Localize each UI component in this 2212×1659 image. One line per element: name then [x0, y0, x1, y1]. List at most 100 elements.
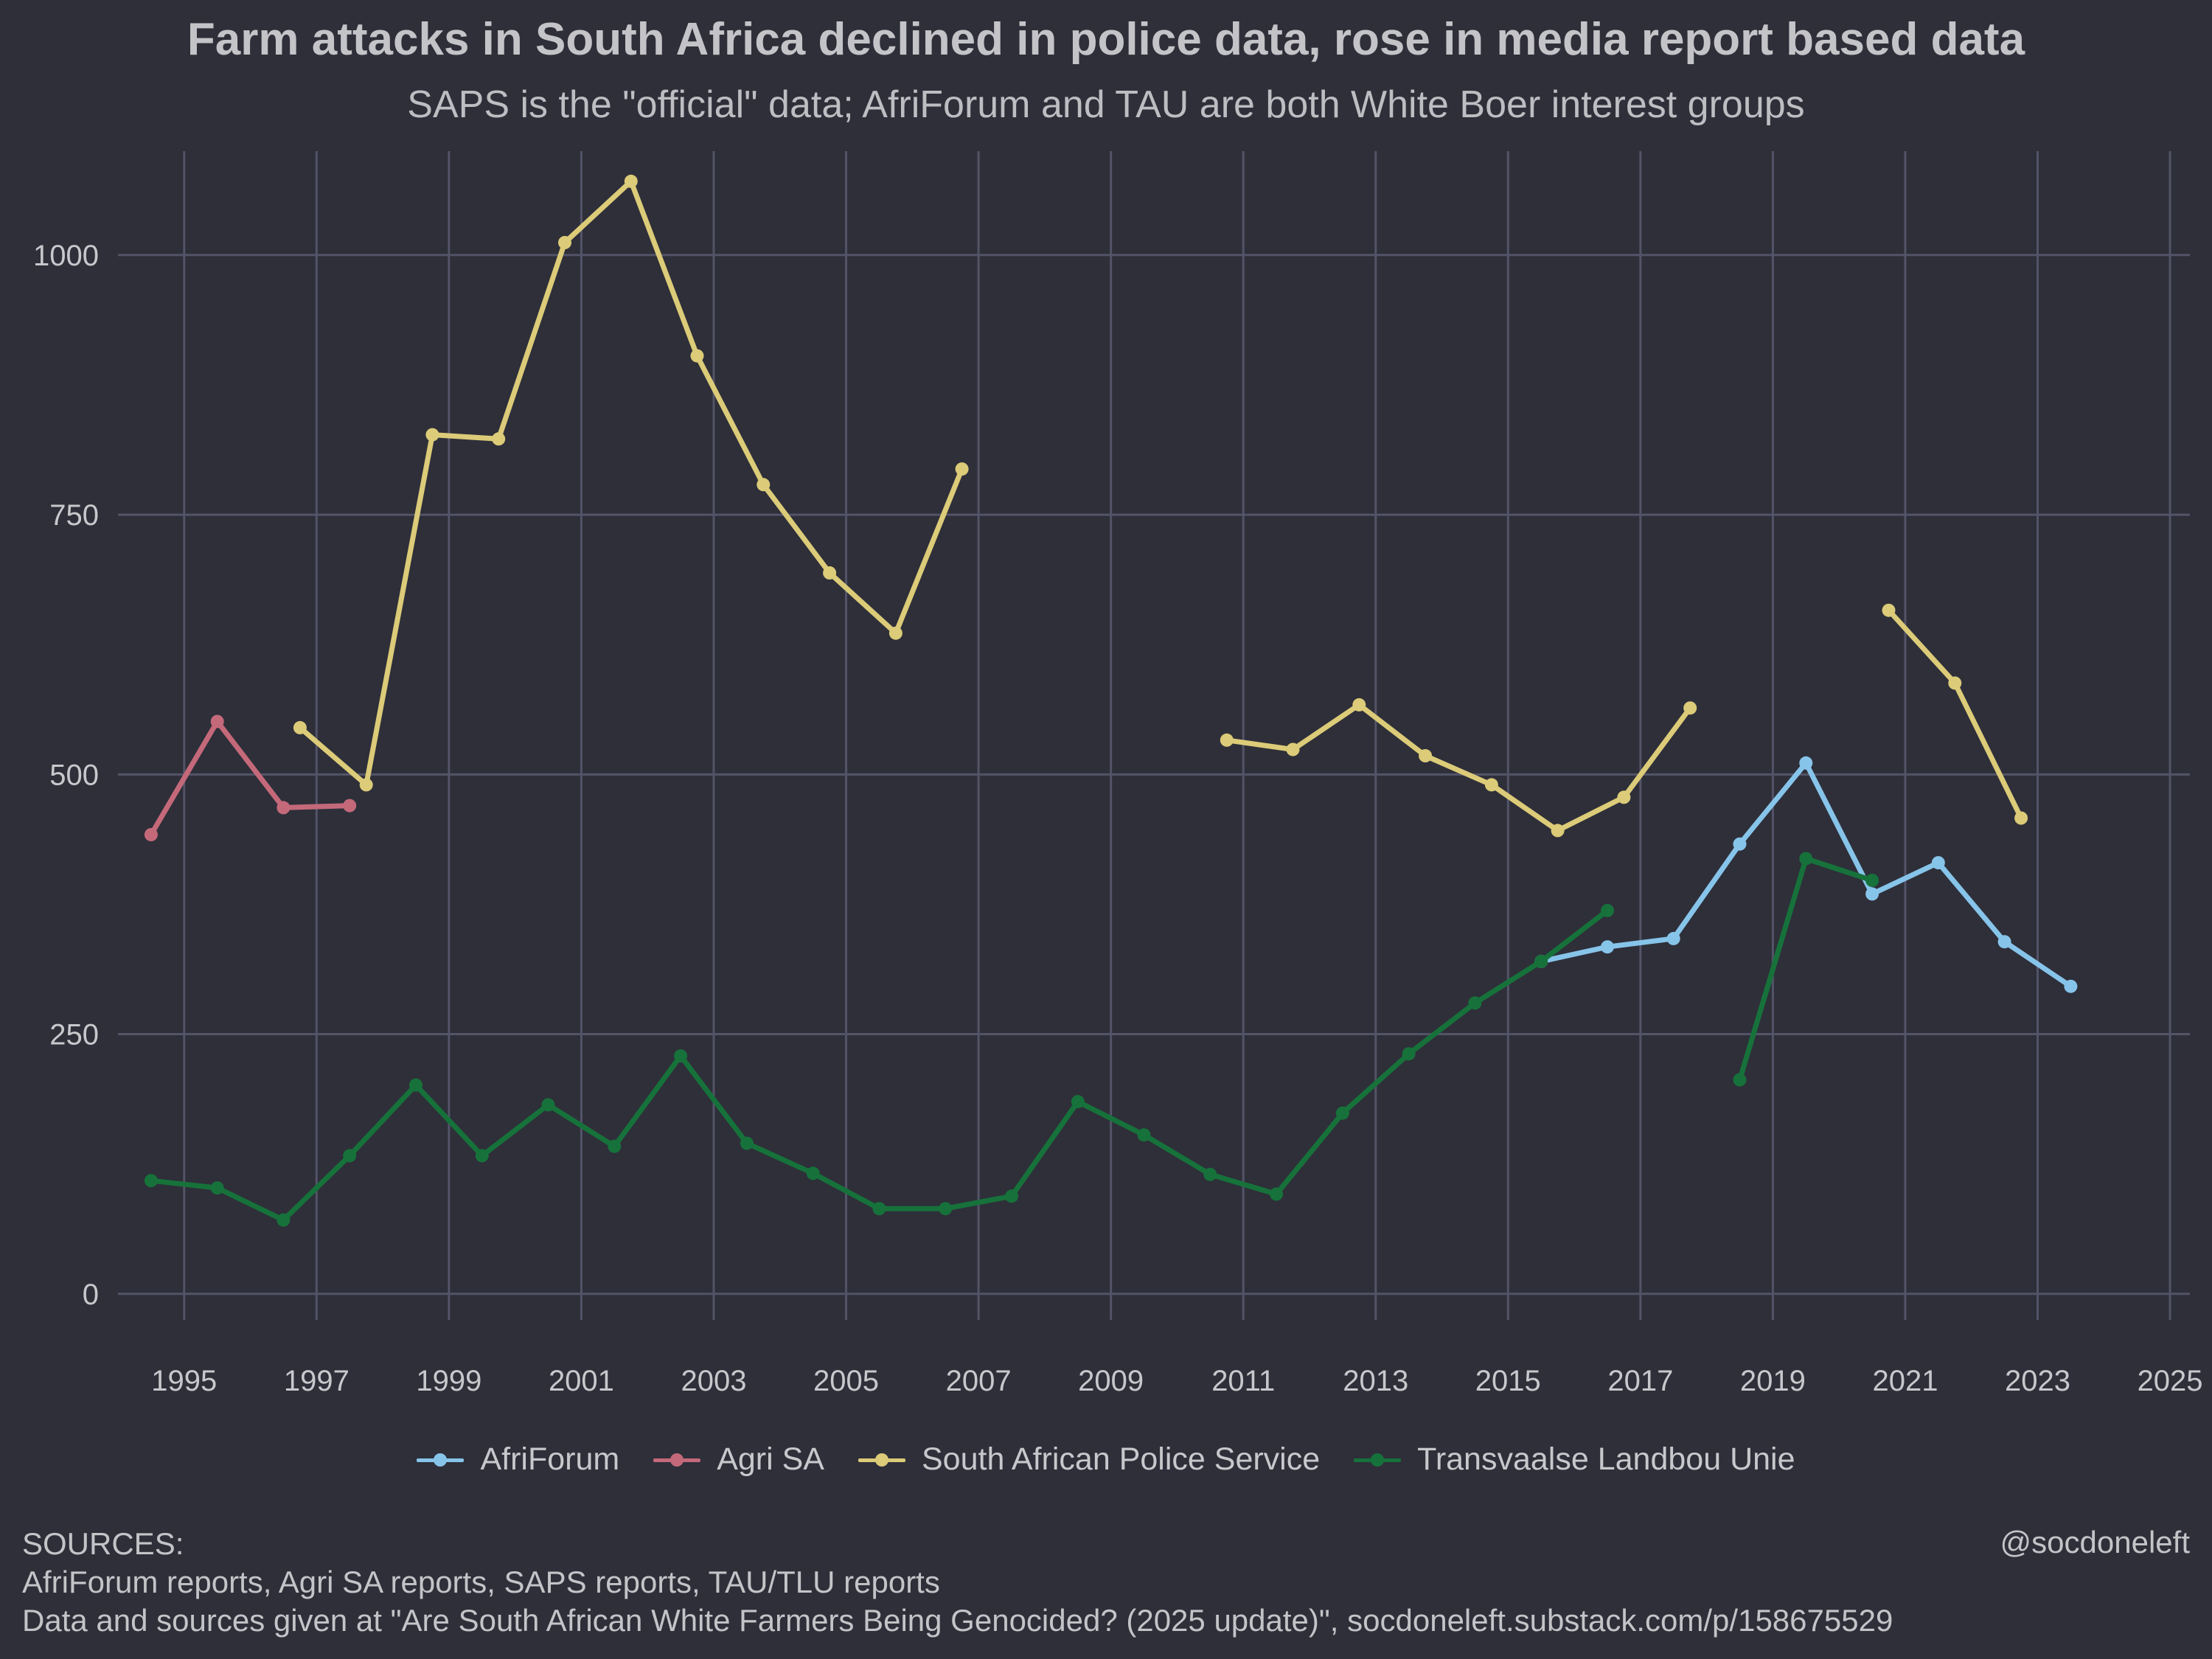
data-point-transvaalse-landbou-unie	[475, 1149, 489, 1163]
data-point-south-african-police-service	[1683, 701, 1697, 715]
data-point-afriforum	[1601, 940, 1614, 954]
x-tick-label: 1999	[416, 1365, 481, 1397]
x-tick-label: 2009	[1078, 1365, 1144, 1397]
data-point-transvaalse-landbou-unie	[1601, 903, 1614, 917]
y-tick-label: 500	[49, 759, 99, 791]
data-point-south-african-police-service	[1551, 824, 1565, 838]
data-point-agri-sa	[210, 714, 224, 728]
data-point-agri-sa	[343, 799, 357, 813]
series-line-transvaalse-landbou-unie	[1737, 856, 1875, 1082]
data-point-transvaalse-landbou-unie	[1270, 1187, 1284, 1201]
x-tick-label: 2007	[946, 1365, 1012, 1397]
data-point-agri-sa	[144, 828, 158, 841]
data-point-afriforum	[1865, 887, 1879, 901]
axes: 0 250 500 750 1000 1995 1997 1999 2001 2003 2005 20…	[33, 240, 2203, 1397]
legend-item-afriforum: AfriForum	[417, 1441, 619, 1478]
x-tick-label: 2015	[1475, 1365, 1541, 1397]
data-point-agri-sa	[276, 801, 291, 815]
x-tick-label: 2001	[549, 1365, 614, 1397]
x-tick-label: 2013	[1343, 1365, 1408, 1397]
data-point-transvaalse-landbou-unie	[608, 1139, 622, 1153]
data-point-south-african-police-service	[955, 462, 969, 476]
data-point-south-african-police-service	[1220, 733, 1234, 747]
data-point-south-african-police-service	[425, 428, 439, 442]
data-point-transvaalse-landbou-unie	[1733, 1073, 1747, 1087]
data-point-transvaalse-landbou-unie	[674, 1049, 688, 1063]
legend-item-tlu: Transvaalse Landbou Unie	[1354, 1441, 1795, 1478]
y-tick-label: 0	[83, 1279, 99, 1311]
data-point-south-african-police-service	[690, 349, 704, 363]
data-point-afriforum	[1666, 931, 1680, 945]
data-point-transvaalse-landbou-unie	[343, 1149, 357, 1163]
x-tick-label: 2019	[1740, 1365, 1806, 1397]
data-point-transvaalse-landbou-unie	[939, 1202, 953, 1216]
data-point-transvaalse-landbou-unie	[740, 1136, 754, 1150]
sources-heading: SOURCES:	[22, 1526, 184, 1561]
legend-label-agri-sa: Agri SA	[717, 1441, 824, 1477]
data-point-south-african-police-service	[293, 720, 307, 734]
legend-label-saps: South African Police Service	[921, 1441, 1321, 1477]
data-point-transvaalse-landbou-unie	[276, 1213, 291, 1227]
data-point-south-african-police-service	[359, 778, 373, 792]
data-point-transvaalse-landbou-unie	[1402, 1047, 1416, 1061]
legend-swatch-agri-sa	[653, 1451, 701, 1469]
legend-item-agri-sa: Agri SA	[653, 1441, 824, 1478]
data-point-afriforum	[1799, 756, 1813, 770]
data-point-transvaalse-landbou-unie	[1865, 874, 1879, 887]
data-point-south-african-police-service	[1948, 676, 1962, 690]
author-handle: @socdoneleft	[2000, 1525, 2190, 1559]
legend-label-tlu: Transvaalse Landbou Unie	[1417, 1441, 1795, 1477]
legend-swatch-afriforum	[417, 1451, 465, 1469]
data-point-south-african-police-service	[1882, 603, 1896, 617]
x-tick-label: 1997	[284, 1365, 349, 1397]
legend-item-saps: South African Police Service	[858, 1441, 1320, 1478]
y-tick-label: 250	[49, 1019, 99, 1051]
data-point-south-african-police-service	[1352, 698, 1366, 712]
x-tick-label: 2003	[681, 1365, 746, 1397]
data-point-afriforum	[1997, 935, 2011, 949]
data-point-south-african-police-service	[888, 626, 902, 640]
data-point-south-african-police-service	[2014, 811, 2028, 825]
legend-swatch-tlu	[1354, 1451, 1402, 1469]
series-lines	[144, 174, 2078, 1227]
y-tick-label: 1000	[33, 240, 99, 272]
legend: AfriForum Agri SA South African Police S…	[0, 1441, 2212, 1478]
data-point-transvaalse-landbou-unie	[1071, 1095, 1085, 1109]
data-point-transvaalse-landbou-unie	[1335, 1106, 1349, 1120]
chart-title: Farm attacks in South Africa declined in…	[187, 14, 2025, 65]
chart-subtitle: SAPS is the "official" data; AfriForum a…	[407, 83, 1805, 126]
data-point-afriforum	[2064, 979, 2078, 993]
data-point-transvaalse-landbou-unie	[1534, 954, 1548, 968]
data-point-south-african-police-service	[492, 432, 506, 446]
grid	[118, 151, 2190, 1320]
x-tick-label: 2025	[2138, 1365, 2203, 1397]
x-tick-label: 2017	[1607, 1365, 1673, 1397]
data-point-south-african-police-service	[1617, 790, 1631, 804]
data-point-south-african-police-service	[1419, 749, 1433, 762]
data-point-afriforum	[1931, 856, 1945, 870]
data-point-transvaalse-landbou-unie	[872, 1202, 886, 1216]
x-tick-label: 2005	[813, 1365, 879, 1397]
data-point-south-african-police-service	[1484, 778, 1498, 792]
data-point-transvaalse-landbou-unie	[144, 1174, 158, 1188]
data-point-south-african-police-service	[1286, 742, 1300, 757]
sources-footer: SOURCES: AfriForum reports, Agri SA repo…	[22, 1525, 1893, 1640]
data-point-south-african-police-service	[757, 478, 771, 492]
x-tick-label: 2021	[1872, 1365, 1938, 1397]
x-tick-label: 1995	[151, 1365, 217, 1397]
series-line-transvaalse-landbou-unie	[148, 908, 1610, 1223]
data-point-transvaalse-landbou-unie	[541, 1098, 555, 1112]
data-point-south-african-police-service	[558, 236, 571, 249]
legend-label-afriforum: AfriForum	[480, 1441, 620, 1477]
sources-line-1: AfriForum reports, Agri SA reports, SAPS…	[22, 1565, 940, 1599]
data-point-transvaalse-landbou-unie	[409, 1078, 422, 1092]
series-line-south-african-police-service	[1224, 702, 1693, 833]
data-point-transvaalse-landbou-unie	[1203, 1167, 1217, 1181]
data-point-transvaalse-landbou-unie	[1137, 1128, 1151, 1142]
sources-line-2: Data and sources given at "Are South Afr…	[22, 1603, 1893, 1638]
data-point-transvaalse-landbou-unie	[806, 1166, 820, 1180]
x-tick-label: 2023	[2005, 1365, 2070, 1397]
data-point-afriforum	[1733, 837, 1747, 851]
legend-swatch-saps	[858, 1451, 905, 1469]
line-chart: 0 250 500 750 1000 1995 1997 1999 2001 2003 2005 20…	[33, 151, 2203, 1397]
